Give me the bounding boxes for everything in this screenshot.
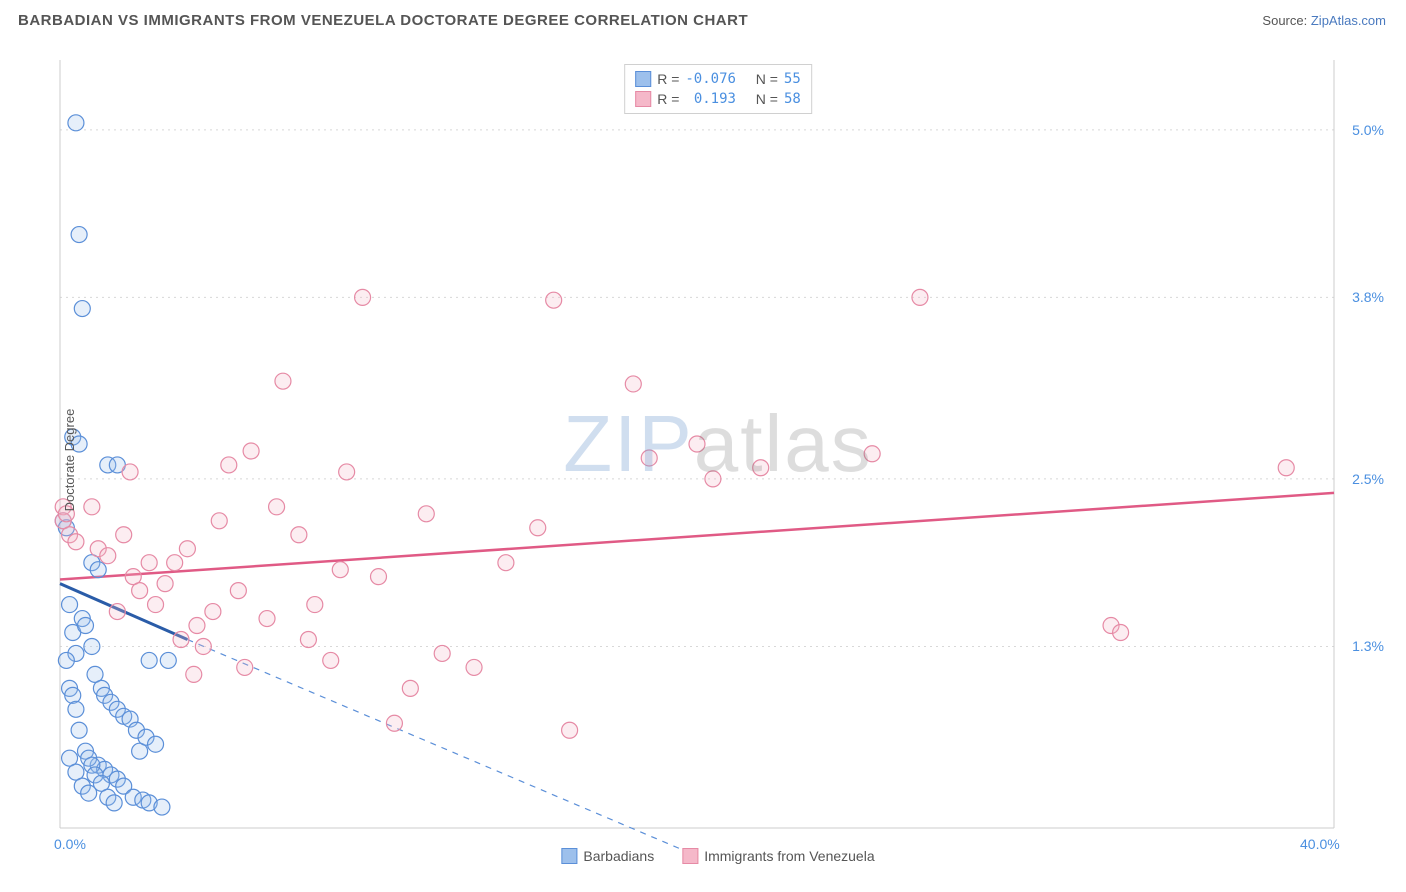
x-end-label: 40.0% xyxy=(1300,836,1340,852)
legend-label-barbadians: Barbadians xyxy=(583,848,654,864)
x-origin-label: 0.0% xyxy=(54,836,86,852)
n-label: N = xyxy=(756,89,778,109)
legend-item-barbadians: Barbadians xyxy=(561,848,654,864)
legend-row-barbadians: R = -0.076 N = 55 xyxy=(635,69,801,89)
scatter-plot-svg xyxy=(48,60,1388,860)
swatch-barbadians-icon xyxy=(561,848,577,864)
r-value-barbadians: -0.076 xyxy=(685,69,736,89)
chart-title: BARBADIAN VS IMMIGRANTS FROM VENEZUELA D… xyxy=(18,12,748,29)
n-label: N = xyxy=(756,69,778,89)
legend-item-venezuela: Immigrants from Venezuela xyxy=(682,848,874,864)
legend-label-venezuela: Immigrants from Venezuela xyxy=(704,848,874,864)
legend-row-venezuela: R = 0.193 N = 58 xyxy=(635,89,801,109)
series-legend: Barbadians Immigrants from Venezuela xyxy=(561,848,874,864)
source-attribution: Source: ZipAtlas.com xyxy=(1262,13,1386,28)
r-label: R = xyxy=(657,89,679,109)
y-axis-label: Doctorate Degree xyxy=(62,409,77,512)
chart-container: Doctorate Degree ZIPatlas R = -0.076 N =… xyxy=(48,60,1388,860)
r-label: R = xyxy=(657,69,679,89)
correlation-legend: R = -0.076 N = 55 R = 0.193 N = 58 xyxy=(624,64,812,114)
n-value-venezuela: 58 xyxy=(784,89,801,109)
y-tick-label: 3.8% xyxy=(1352,289,1384,305)
r-value-venezuela: 0.193 xyxy=(685,89,736,109)
swatch-venezuela xyxy=(635,91,651,107)
swatch-venezuela-icon xyxy=(682,848,698,864)
n-value-barbadians: 55 xyxy=(784,69,801,89)
y-tick-label: 1.3% xyxy=(1352,638,1384,654)
swatch-barbadians xyxy=(635,71,651,87)
y-tick-label: 2.5% xyxy=(1352,471,1384,487)
source-label: Source: xyxy=(1262,13,1307,28)
y-tick-label: 5.0% xyxy=(1352,122,1384,138)
source-link[interactable]: ZipAtlas.com xyxy=(1311,13,1386,28)
